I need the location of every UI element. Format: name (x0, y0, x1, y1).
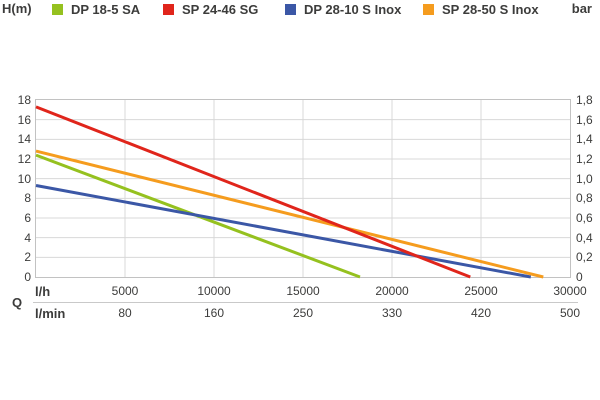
legend-label: DP 18-5 SA (71, 1, 141, 17)
y-left-tick-label: 0 (24, 270, 31, 284)
y-right-tick-label: 1,6 (576, 112, 593, 127)
x-lh-tick-label: 30000 (553, 284, 587, 298)
left-axis-title: H(m) (2, 1, 32, 16)
x-axis-unit-lmin: l/min (35, 306, 66, 321)
x-lh-tick-label: 20000 (375, 284, 409, 298)
x-axis-title-q: Q (12, 295, 23, 310)
y-left-tick-label: 2 (24, 250, 31, 265)
series-line-dp-28-10-s-inox (35, 184, 532, 279)
series-line-sp-24-46-sg (35, 105, 471, 279)
legend-label: SP 28-50 S Inox (442, 1, 539, 17)
y-right-tick-label: 0,4 (576, 230, 593, 245)
y-left-tick-label: 18 (17, 93, 31, 107)
y-left-tick-label: 12 (17, 152, 31, 166)
x-lmin-tick-label: 420 (470, 306, 492, 320)
y-right-tick-label: 0 (576, 270, 583, 284)
y-right-tick-label: 0,6 (576, 211, 593, 225)
x-lh-tick-label: 10000 (197, 284, 231, 298)
x-lmin-tick-label: 330 (381, 306, 403, 320)
x-lh-tick-label: 15000 (286, 284, 320, 298)
x-lmin-tick-label: 80 (118, 306, 132, 320)
legend-label: SP 24-46 SG (182, 1, 259, 17)
x-lh-tick-label: 5000 (111, 284, 139, 298)
legend-item-sp-24-46-sg: SP 24-46 SG (163, 0, 258, 18)
y-left-tick-label: 14 (17, 132, 31, 147)
legend-swatch-red (163, 3, 174, 15)
x-axis-unit-divider (33, 302, 578, 303)
right-axis-title: bar (571, 1, 592, 16)
y-left-tick-label: 6 (24, 211, 31, 225)
x-lmin-tick-label: 500 (559, 306, 581, 320)
legend-swatch-orange (423, 3, 434, 15)
legend-item-sp-28-50-s-inox: SP 28-50 S Inox (423, 0, 539, 18)
y-left-tick-label: 4 (24, 230, 31, 245)
legend-item-dp-18-5-sa: DP 18-5 SA (52, 0, 140, 18)
x-axis-unit-lh: l/h (35, 284, 51, 299)
legend-swatch-green (52, 3, 63, 15)
y-right-tick-label: 1,4 (576, 132, 593, 147)
y-right-tick-label: 1,2 (576, 152, 593, 166)
y-right-tick-label: 0,2 (576, 250, 593, 265)
x-lmin-tick-label: 250 (292, 306, 314, 320)
y-left-tick-label: 10 (17, 171, 31, 186)
y-left-tick-label: 16 (17, 112, 31, 127)
y-right-tick-label: 0,8 (576, 191, 593, 206)
legend-item-dp-28-10-s-inox: DP 28-10 S Inox (285, 0, 401, 18)
y-right-tick-label: 1,8 (576, 93, 593, 107)
chart-legend: H(m) DP 18-5 SA SP 24-46 SG DP 28-10 S I… (0, 0, 600, 18)
legend-label: DP 28-10 S Inox (304, 1, 402, 17)
y-right-tick-label: 1,0 (576, 171, 593, 186)
x-lmin-tick-label: 160 (203, 306, 225, 320)
plot-svg (35, 100, 570, 279)
x-lh-tick-label: 25000 (464, 284, 498, 298)
legend-swatch-blue (285, 3, 296, 15)
series-line-sp-28-50-s-inox (35, 149, 544, 279)
y-left-tick-label: 8 (24, 191, 31, 206)
